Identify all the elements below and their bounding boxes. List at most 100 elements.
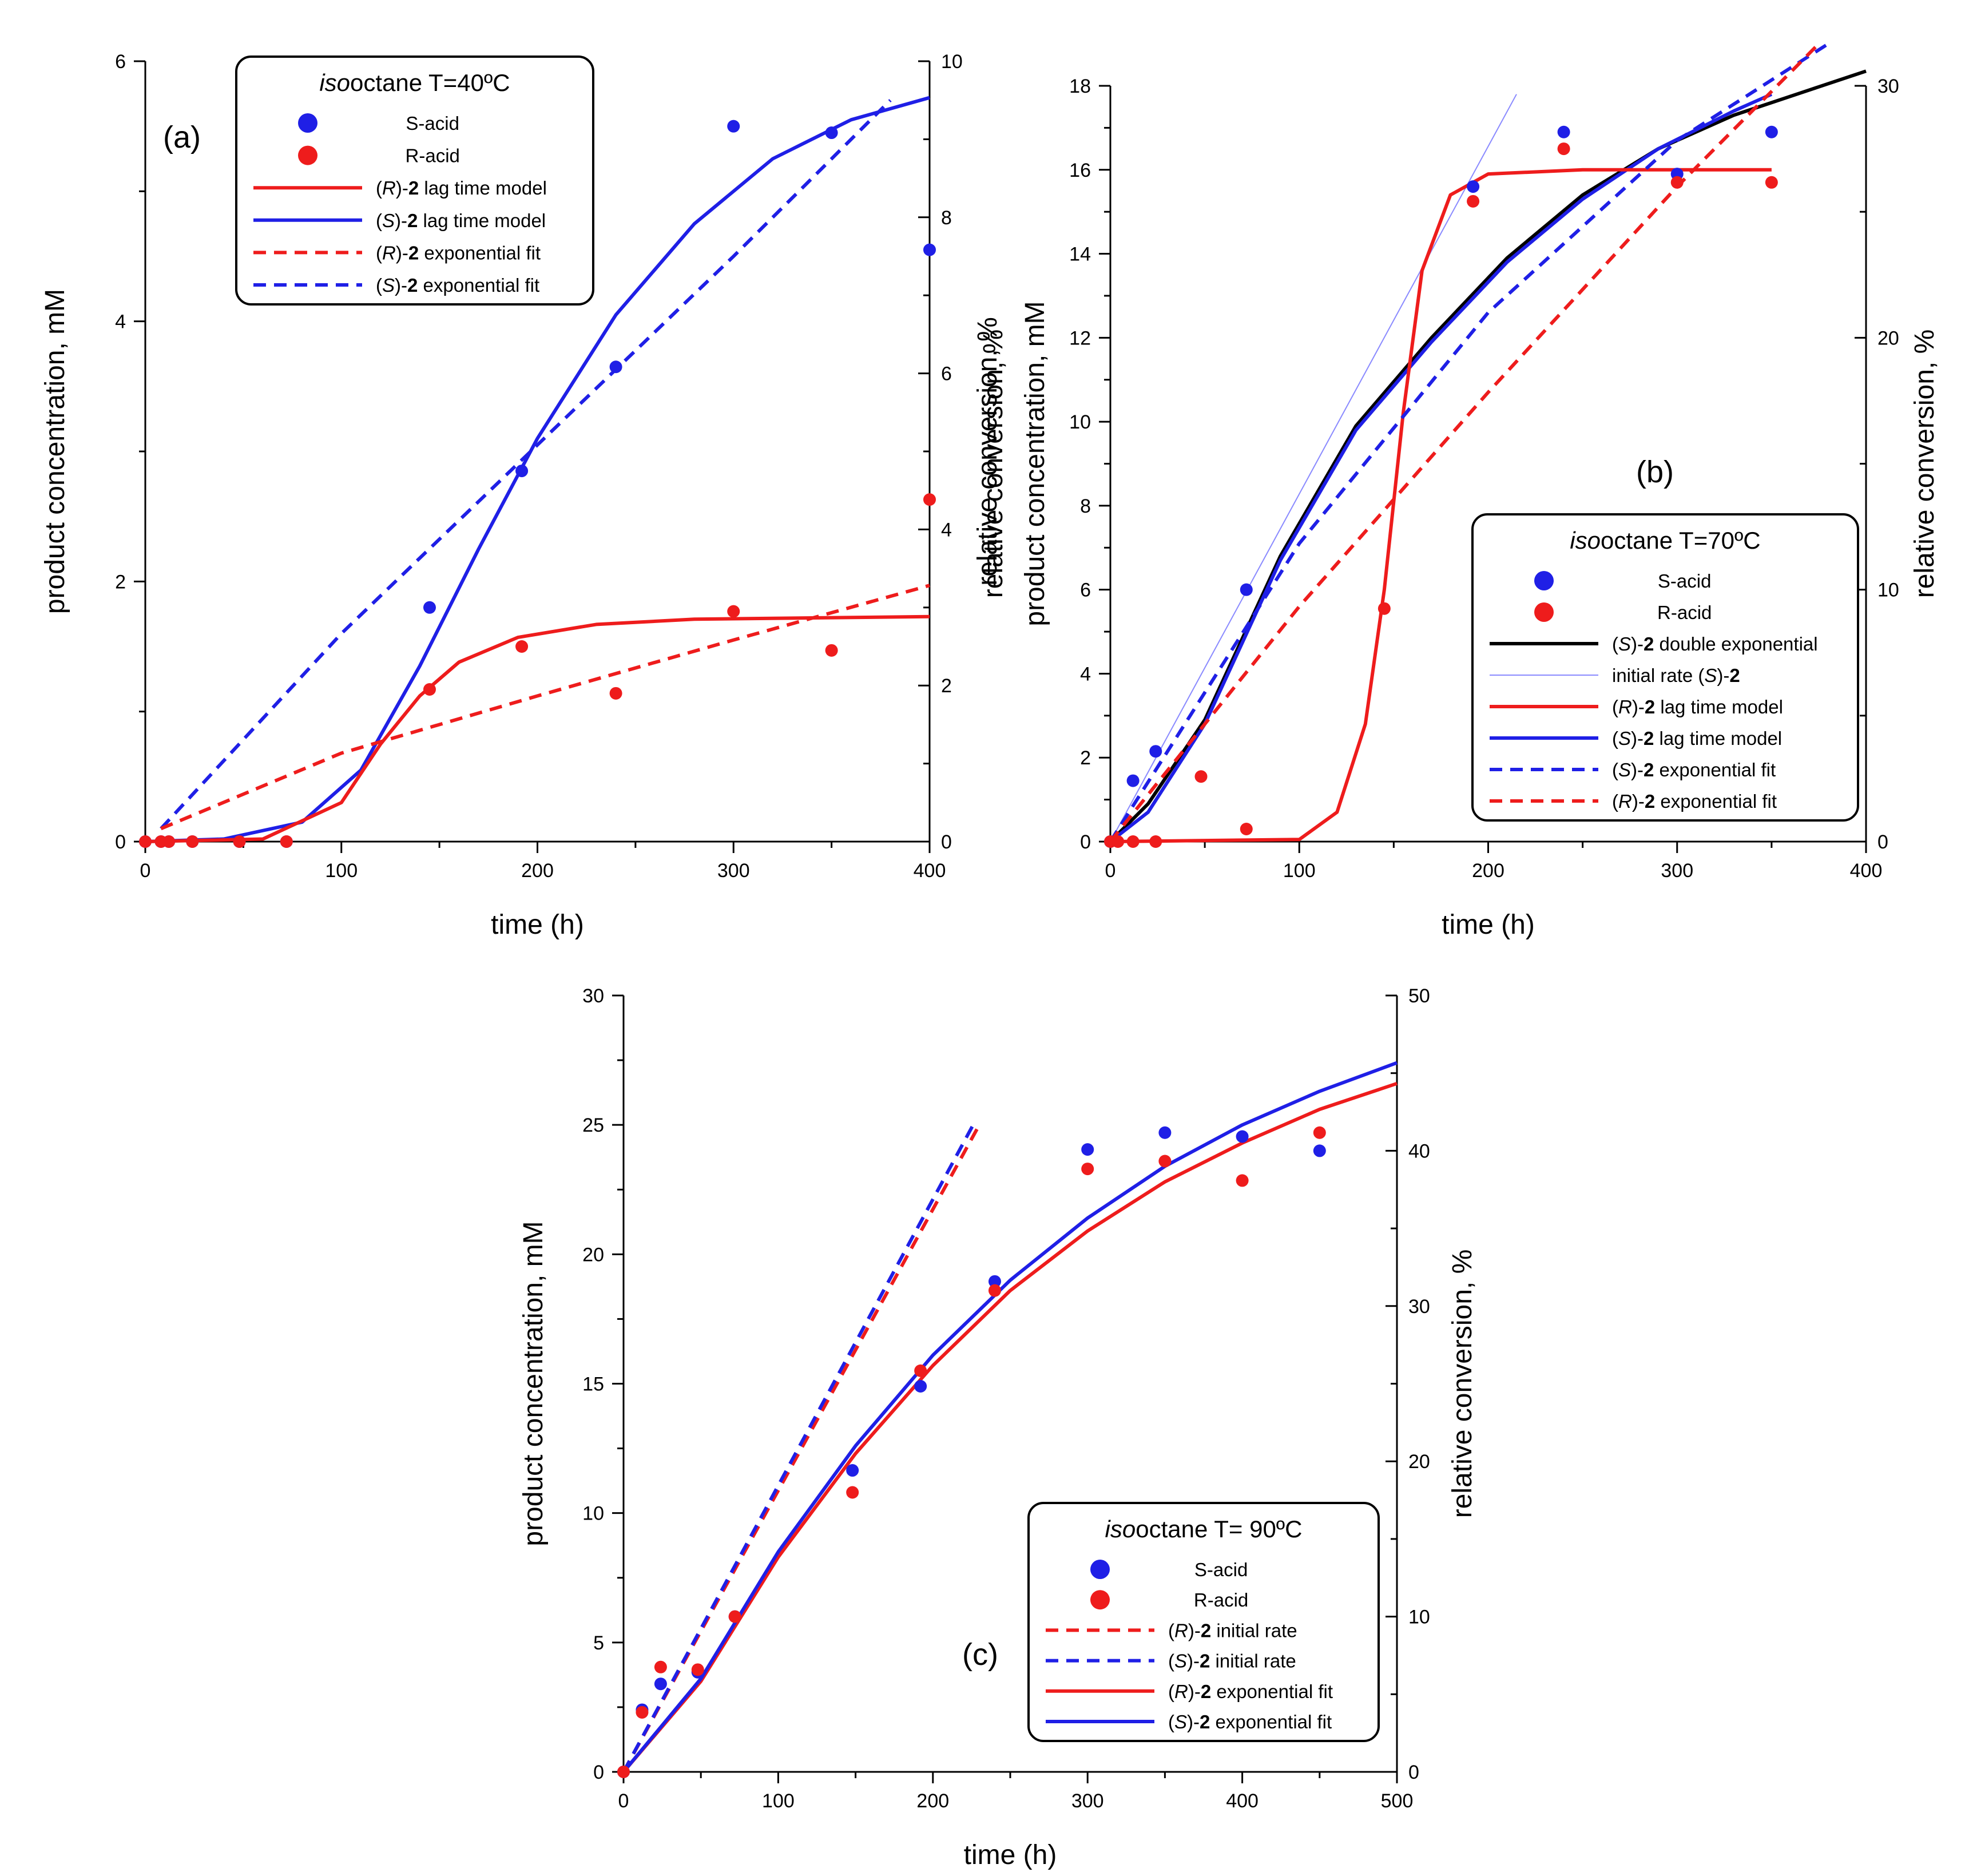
y2-tick-label: 10 [1408,1607,1430,1628]
data-point-r-acid [1194,770,1208,783]
data-point-s-acid [654,1677,667,1691]
data-point-r-acid [515,640,529,653]
legend-box [1471,513,1859,822]
secondary-y-axis-label: relative conversion, % [978,330,1009,598]
x-tick-label: 200 [1472,860,1504,882]
series-line-r-2-exponential-fit [160,584,930,831]
data-point-r-acid [1670,176,1684,189]
x-tick-label: 100 [1283,860,1316,882]
x-tick-label: 400 [1226,1790,1259,1812]
data-point-r-acid [139,835,152,848]
legend-title-italic: iso [1105,1516,1136,1542]
legend-title: isooctane T=40ºC [319,69,510,96]
y-tick-label: 8 [1080,495,1091,517]
y-tick-label: 4 [1080,663,1091,685]
data-point-r-acid [1149,835,1162,848]
x-tick-label: 200 [916,1790,949,1812]
panel-label: (a) [163,120,201,154]
data-point-r-acid [1236,1174,1249,1187]
x-tick-label: 300 [1071,1790,1104,1812]
x-tick-label: 0 [140,860,151,882]
series-line-initial-rate-s-2 [1110,94,1517,842]
legend-label: (S)-2 lag time model [1612,728,1782,749]
panel-label: (b) [1636,455,1674,489]
data-point-r-acid [1126,835,1140,848]
y2-tick-label: 4 [941,519,952,541]
y-tick-label: 6 [1080,580,1091,601]
series-line-s-2-initial-rate [622,1124,975,1773]
legend-label: S-acid [406,113,459,134]
x-tick-label: 100 [325,860,358,882]
y-tick-label: 2 [1080,747,1091,769]
x-tick-label: 400 [1850,860,1883,882]
y-tick-label: 0 [115,831,126,853]
data-point-r-acid [988,1284,1001,1297]
legend-label: (R)-2 exponential fit [1168,1681,1333,1702]
x-tick-label: 500 [1381,1790,1414,1812]
data-point-s-acid [1236,1130,1249,1143]
data-point-r-acid [727,605,740,618]
data-point-r-acid [1111,835,1125,848]
y-tick-label: 15 [582,1374,604,1395]
y-tick-label: 10 [582,1503,604,1525]
legend-title: isooctane T=70ºC [1570,527,1760,554]
x-tick-label: 300 [717,860,750,882]
series-line-s-2-double-exponential [1109,69,1867,843]
y-tick-label: 5 [593,1632,604,1654]
legend-label: R-acid [1194,1589,1248,1611]
y-axis-label: product concentration, mM [518,1221,549,1546]
legend-marker-r-acid [1534,602,1554,622]
legend-label: R-acid [406,145,460,166]
x-tick-label: 0 [618,1790,629,1812]
x-tick-label: 0 [1105,860,1116,882]
data-point-r-acid [654,1660,667,1673]
x-axis-label: time (h) [491,910,584,940]
data-point-r-acid [1158,1155,1172,1168]
series-line-r-2-exponential-fit [1109,42,1820,843]
data-point-r-acid [233,835,246,848]
chart-panel-c: 0 100 200 300 400 50005101520253001020304050t… [518,985,1478,1870]
legend-title-italic: iso [1570,527,1601,554]
y2-tick-label: 40 [1408,1140,1430,1162]
legend-marker-s-acid [1534,571,1554,590]
data-point-s-acid [1149,745,1162,758]
x-tick-label: 300 [1661,860,1693,882]
legend-label: (S)-2 lag time model [376,210,546,231]
data-point-r-acid [186,835,199,848]
legend-label: (S)-2 exponential fit [1168,1711,1332,1732]
legend-label: (S)-2 initial rate [1168,1651,1296,1672]
data-point-r-acid [1467,195,1480,208]
data-point-r-acid [636,1706,649,1719]
y-tick-label: 4 [115,311,126,333]
data-point-r-acid [1765,176,1778,189]
series-line-s-2-exponential-fit [622,1061,1398,1773]
y2-axis-label: relative conversion, % [972,317,1003,586]
data-point-r-acid [691,1663,704,1676]
legend-box [1027,1502,1380,1742]
legend-title-text: octane T= 90ºC [1136,1516,1302,1542]
data-point-r-acid [1081,1163,1094,1176]
data-point-s-acid [1240,583,1253,596]
data-point-s-acid [988,1275,1001,1288]
data-point-s-acid [1126,774,1140,787]
series-line-r-2-lag-time-model [145,614,930,843]
data-point-s-acid [423,601,436,614]
panel-label: (c) [962,1637,998,1672]
y-tick-label: 12 [1069,327,1091,349]
legend-marker-r-acid [298,145,317,165]
data-point-r-acid [1557,142,1570,156]
x-tick-label: 400 [914,860,946,882]
y-tick-label: 2 [115,571,126,593]
y-tick-label: 16 [1069,160,1091,181]
data-point-r-acid [1240,822,1253,835]
y-tick-label: 0 [593,1762,604,1783]
chart-panel-a: 0 100 200 300 400 0 2 4 6 0 2 4 6 8 10 time (h) product … [40,51,1003,940]
series-line-s-2-exponential-fit [1109,42,1829,843]
y-tick-label: 14 [1069,244,1091,265]
y-tick-label: 0 [1080,831,1091,853]
data-point-r-acid [280,835,293,848]
y2-tick-label: 2 [941,675,952,697]
data-point-r-acid [162,835,176,848]
y-tick-label: 10 [1069,411,1091,433]
